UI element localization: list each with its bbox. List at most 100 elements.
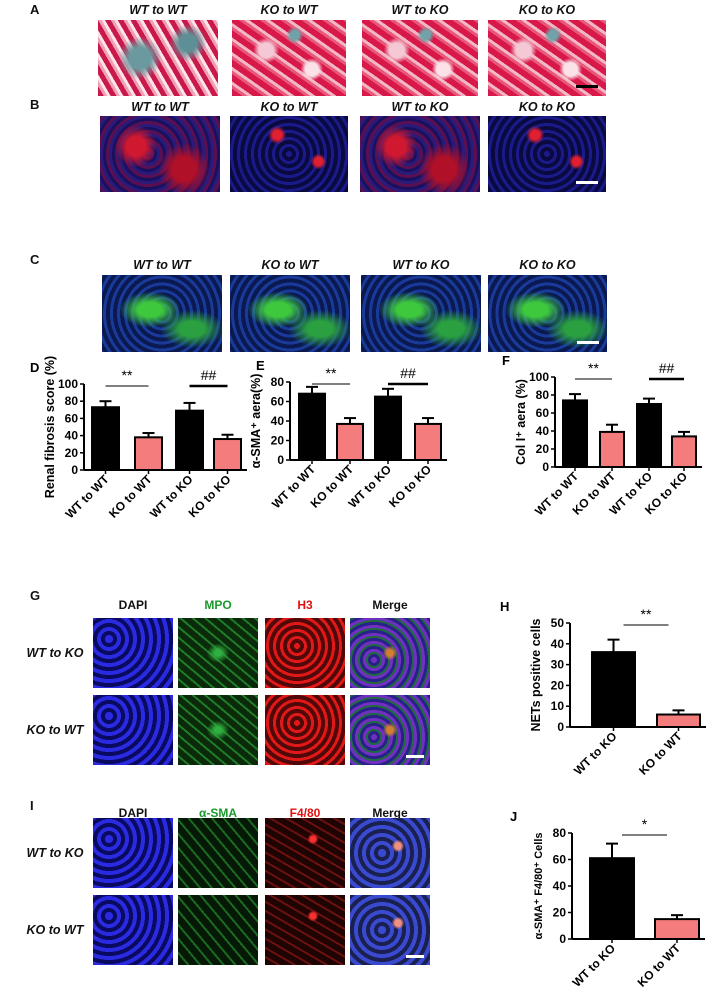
micrograph bbox=[93, 895, 173, 965]
row-label: WT to KO bbox=[26, 846, 84, 860]
bar bbox=[298, 392, 326, 462]
bar-chart-J: J 0 20 40 60 80 α-SMA⁺ F4/80⁺ Cells WT to KO KO … bbox=[510, 809, 705, 990]
y-tick-label: 0 bbox=[542, 460, 549, 474]
bar bbox=[671, 435, 697, 469]
panel-title: WT to WT bbox=[133, 258, 191, 272]
micrograph bbox=[361, 275, 481, 352]
row-label: KO to WT bbox=[26, 723, 84, 737]
micrograph bbox=[232, 20, 346, 96]
y-axis-label: Renal fibrosis score (%) bbox=[43, 356, 57, 498]
micrograph bbox=[178, 695, 258, 765]
significance-label: ** bbox=[326, 365, 337, 381]
panel-title: KO to WT bbox=[260, 100, 318, 114]
bar bbox=[591, 651, 636, 728]
y-axis-label: α-SMA⁺ F4/80⁺ Cells bbox=[533, 832, 545, 939]
panel-title: KO to WT bbox=[261, 258, 319, 272]
row-label: WT to KO bbox=[26, 646, 84, 660]
channel-header: H3 bbox=[297, 598, 313, 612]
panel-label-C: C bbox=[30, 252, 40, 267]
micrograph bbox=[102, 275, 222, 352]
y-tick-label: 20 bbox=[271, 434, 285, 448]
micrograph bbox=[265, 818, 345, 888]
panel-label-B: B bbox=[30, 97, 40, 112]
micrograph bbox=[265, 695, 345, 765]
significance-label: ## bbox=[201, 367, 217, 383]
y-tick-label: 20 bbox=[551, 678, 565, 692]
y-tick-label: 20 bbox=[65, 446, 79, 460]
y-tick-label: 100 bbox=[529, 370, 549, 384]
y-tick-label: 40 bbox=[551, 637, 565, 651]
y-tick-label: 20 bbox=[553, 906, 567, 920]
y-tick-label: 30 bbox=[551, 658, 565, 672]
bar bbox=[414, 422, 442, 461]
micrograph bbox=[98, 20, 218, 96]
micrograph bbox=[93, 818, 173, 888]
micrograph bbox=[178, 818, 258, 888]
micrograph bbox=[488, 20, 606, 96]
micrograph bbox=[93, 695, 173, 765]
x-tick-label: KO to WT bbox=[635, 941, 684, 990]
y-axis-label: α-SMA⁺ aera(%) bbox=[249, 374, 263, 469]
channel-header: α-SMA bbox=[198, 806, 238, 820]
x-tick-label: WT to WT bbox=[63, 472, 112, 521]
micrograph bbox=[350, 895, 430, 965]
y-tick-label: 0 bbox=[559, 932, 566, 946]
bar bbox=[91, 406, 120, 471]
significance-label: ** bbox=[641, 606, 652, 622]
micrograph bbox=[178, 895, 258, 965]
y-tick-label: 10 bbox=[551, 699, 565, 713]
x-tick-label: WT to KO bbox=[570, 941, 619, 990]
scale-bar bbox=[406, 955, 424, 958]
significance-label: ** bbox=[588, 360, 599, 376]
bar bbox=[656, 713, 701, 728]
panel-title: KO to WT bbox=[260, 3, 318, 17]
y-tick-label: 20 bbox=[536, 442, 550, 456]
y-tick-label: 80 bbox=[65, 394, 79, 408]
channel-header: DAPI bbox=[118, 806, 148, 820]
micrograph bbox=[230, 275, 350, 352]
y-tick-label: 60 bbox=[553, 853, 567, 867]
y-tick-label: 40 bbox=[65, 429, 79, 443]
x-tick-label: KO to WT bbox=[636, 729, 685, 778]
micrograph bbox=[100, 116, 220, 192]
y-tick-label: 40 bbox=[553, 879, 567, 893]
y-tick-label: 80 bbox=[553, 826, 567, 840]
significance-label: * bbox=[642, 816, 648, 832]
panel-title: WT to KO bbox=[391, 3, 449, 17]
micrograph bbox=[350, 818, 430, 888]
y-tick-label: 40 bbox=[271, 414, 285, 428]
micrograph bbox=[488, 116, 606, 192]
micrograph bbox=[350, 695, 430, 765]
row-label: KO to WT bbox=[26, 923, 84, 937]
significance-label: ## bbox=[659, 360, 675, 376]
panel-label-G: G bbox=[30, 588, 41, 603]
panel-label-D: D bbox=[30, 360, 39, 375]
bar bbox=[636, 403, 662, 468]
y-tick-label: 60 bbox=[271, 395, 285, 409]
channel-header: F4/80 bbox=[289, 806, 321, 820]
micrograph bbox=[265, 618, 345, 688]
bar bbox=[562, 399, 588, 468]
micrograph bbox=[360, 116, 480, 192]
bar bbox=[599, 430, 625, 468]
y-tick-label: 40 bbox=[536, 424, 550, 438]
micrograph bbox=[93, 618, 173, 688]
micrograph bbox=[265, 895, 345, 965]
panel-title: WT to WT bbox=[129, 3, 187, 17]
y-tick-label: 60 bbox=[65, 411, 79, 425]
panel-label-I: I bbox=[30, 798, 34, 813]
y-tick-label: 0 bbox=[71, 463, 78, 477]
panel-title: KO to KO bbox=[519, 258, 576, 272]
micrograph bbox=[230, 116, 348, 192]
bar bbox=[336, 422, 364, 461]
panel-title: KO to KO bbox=[518, 100, 576, 114]
panel-title: KO to KO bbox=[518, 3, 576, 17]
y-tick-label: 60 bbox=[536, 406, 550, 420]
x-tick-label: WT to KO bbox=[571, 729, 620, 778]
panel-title: WT to KO bbox=[391, 100, 449, 114]
micrograph bbox=[488, 275, 607, 352]
